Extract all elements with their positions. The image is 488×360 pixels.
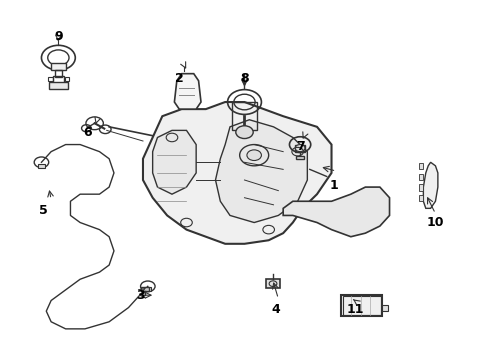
Text: 9: 9 [54,30,62,43]
Bar [51,63,65,70]
PathPatch shape [142,102,331,244]
Text: 11: 11 [346,303,364,316]
Text: 10: 10 [426,216,443,229]
Bar [265,279,279,288]
Bar [418,195,423,201]
PathPatch shape [174,74,201,109]
Text: 4: 4 [271,303,280,316]
Bar [64,77,69,81]
Bar [342,296,380,315]
Bar [418,174,423,180]
Bar [341,295,382,316]
Text: 8: 8 [240,72,248,85]
PathPatch shape [283,187,389,237]
Bar [382,305,387,311]
Bar [232,102,256,130]
Bar [295,145,305,152]
Text: 2: 2 [175,72,183,85]
PathPatch shape [215,120,307,222]
PathPatch shape [152,130,196,194]
Bar [418,163,423,169]
Bar [418,184,423,191]
Bar [53,76,64,82]
Circle shape [295,145,305,152]
Circle shape [235,126,253,139]
Bar [49,82,68,89]
Bar [296,156,304,159]
Bar [144,287,151,291]
Bar [54,70,62,77]
Bar [140,287,149,291]
PathPatch shape [423,162,437,208]
Text: 7: 7 [295,140,304,153]
Text: 6: 6 [83,126,92,139]
Text: 1: 1 [329,179,338,192]
Bar [38,164,45,168]
Circle shape [246,150,261,161]
Bar [48,77,53,81]
Text: 5: 5 [40,204,48,217]
Text: 3: 3 [136,289,144,302]
